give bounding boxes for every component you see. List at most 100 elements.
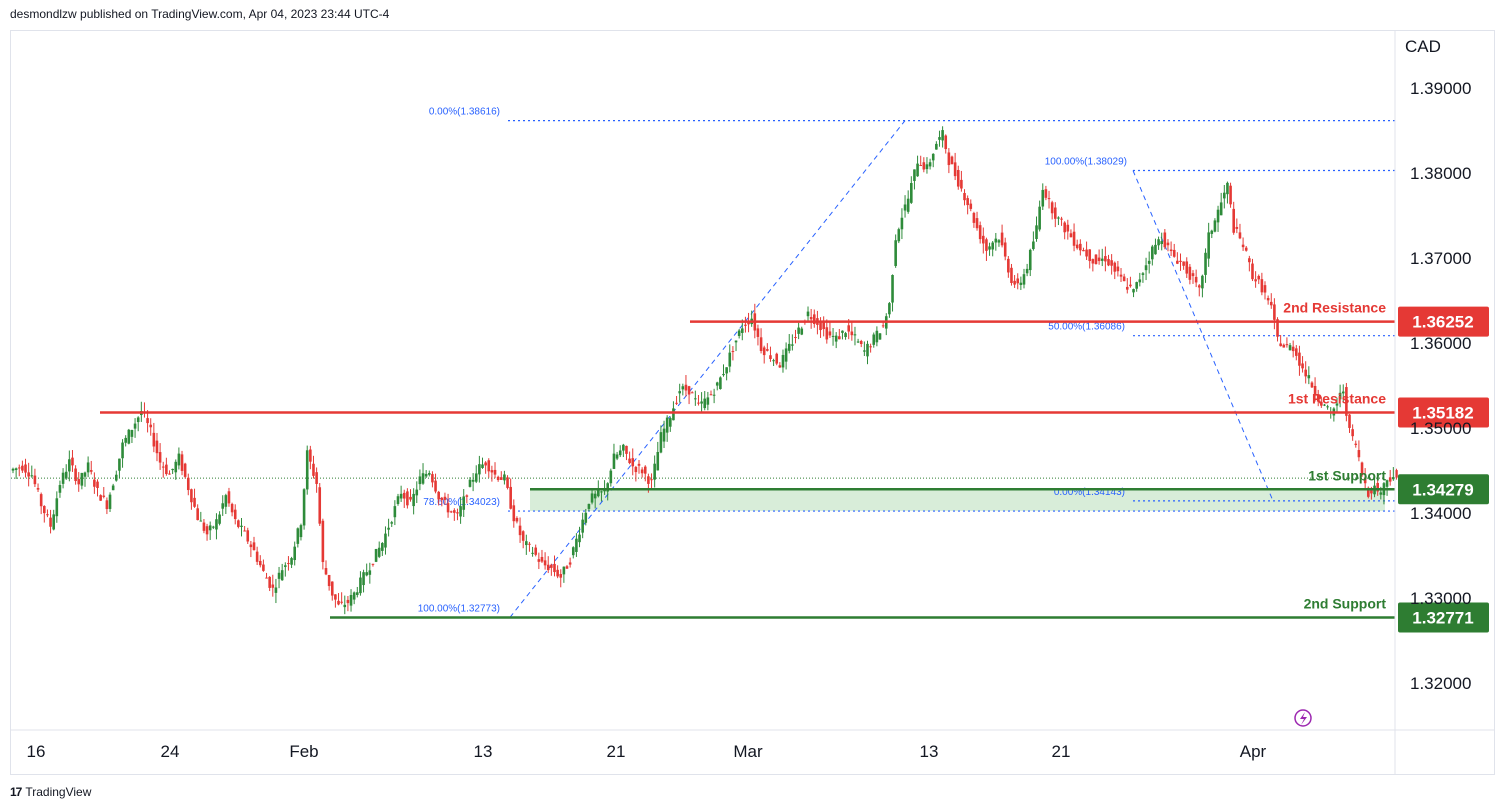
footer: 17 TradingView xyxy=(10,785,91,799)
candle-body xyxy=(183,463,187,477)
footer-brand: TradingView xyxy=(25,785,92,799)
candle-body xyxy=(462,496,466,510)
candle-body xyxy=(972,212,976,223)
candle-body xyxy=(1219,202,1223,216)
candle-body xyxy=(290,558,293,565)
candle-body xyxy=(1360,462,1364,476)
candle-body xyxy=(196,508,199,521)
candle-body xyxy=(568,562,572,565)
candle-body xyxy=(1229,185,1232,205)
candle-body xyxy=(224,495,228,507)
candle-body xyxy=(246,530,250,542)
candle-body xyxy=(1235,226,1239,229)
candle-body xyxy=(1276,319,1279,337)
candle-body xyxy=(819,321,822,331)
candle-body xyxy=(437,491,440,500)
candle-body xyxy=(531,552,534,554)
candle-body xyxy=(1298,352,1301,366)
candle-body xyxy=(690,392,694,394)
candle-body xyxy=(327,574,331,587)
candle-body xyxy=(1141,273,1145,275)
candle-body xyxy=(1063,222,1066,233)
candle-body xyxy=(1179,260,1182,262)
candle-body xyxy=(1348,414,1351,428)
candle-body xyxy=(174,461,178,473)
candle-body xyxy=(881,325,885,327)
candle-body xyxy=(719,377,722,390)
candle-body xyxy=(1197,285,1201,288)
candle-body xyxy=(978,225,982,240)
candle-body xyxy=(712,394,716,396)
candle-body xyxy=(916,163,919,177)
candle-body xyxy=(1003,242,1007,257)
candle-body xyxy=(725,367,728,374)
candle-body xyxy=(396,496,400,504)
levels-layer: 2nd Resistance 1.36252 1st Resistance 1.351… xyxy=(100,300,1489,633)
candle-body xyxy=(293,546,296,561)
candle-body xyxy=(1316,394,1320,402)
candle-body xyxy=(1241,244,1245,248)
candle-body xyxy=(778,365,782,368)
level-price-text: 1.35182 xyxy=(1412,404,1473,423)
fib-level-label: 0.00%(1.34143) xyxy=(1054,487,1125,498)
candle-body xyxy=(1385,480,1389,487)
candle-body xyxy=(1370,489,1373,494)
candle-body xyxy=(1279,343,1282,347)
candle-body xyxy=(1254,279,1257,282)
candle-body xyxy=(1107,259,1110,266)
candle-body xyxy=(1104,256,1107,262)
candle-body xyxy=(465,495,469,497)
candle-body xyxy=(449,511,453,513)
candle-body xyxy=(118,458,121,471)
candle-body xyxy=(584,512,588,523)
candle-body xyxy=(11,468,15,471)
candle-body xyxy=(740,328,744,333)
candle-body xyxy=(180,454,184,471)
candle-body xyxy=(1188,266,1192,280)
candle-body xyxy=(756,328,760,337)
candle-body xyxy=(919,165,922,167)
candle-body xyxy=(415,489,419,496)
candle-body xyxy=(1291,346,1295,352)
candle-body xyxy=(258,560,262,566)
x-tick-label: 21 xyxy=(607,742,626,761)
candle-body xyxy=(377,547,381,557)
fib-level-label: 100.00%(1.32773) xyxy=(418,603,500,614)
candle-body xyxy=(265,577,268,579)
candle-body xyxy=(49,517,52,527)
candle-body xyxy=(1035,225,1038,239)
candle-body xyxy=(888,303,891,315)
candle-body xyxy=(249,544,253,548)
x-tick-label: Feb xyxy=(289,742,318,761)
candle-body xyxy=(922,162,926,170)
candle-body xyxy=(199,520,203,522)
candle-body xyxy=(362,572,365,586)
candle-body xyxy=(1185,261,1189,274)
candle-body xyxy=(443,496,447,500)
y-tick-label: 1.38000 xyxy=(1410,164,1471,183)
candle-body xyxy=(600,491,603,493)
candle-body xyxy=(593,493,597,499)
axes-layer: CAD1.390001.380001.370001.360001.350001.… xyxy=(11,31,1494,774)
candle-body xyxy=(1323,404,1326,406)
candle-body xyxy=(374,548,378,562)
candle-body xyxy=(80,472,84,486)
candle-body xyxy=(759,337,763,351)
candle-body xyxy=(36,488,40,490)
candle-body xyxy=(284,565,287,567)
y-tick-label: 1.32000 xyxy=(1410,674,1471,693)
candle-body xyxy=(1082,250,1085,252)
candle-body xyxy=(130,429,134,437)
candle-body xyxy=(969,203,973,209)
candle-body xyxy=(634,466,638,473)
chart-frame xyxy=(10,30,1495,775)
candle-body xyxy=(77,479,81,485)
candle-body xyxy=(985,239,988,251)
candle-body xyxy=(1388,477,1392,482)
candle-body xyxy=(1110,260,1113,266)
candle-body xyxy=(343,604,347,608)
candle-body xyxy=(988,246,991,250)
candle-body xyxy=(487,460,491,472)
candle-body xyxy=(1301,363,1304,369)
